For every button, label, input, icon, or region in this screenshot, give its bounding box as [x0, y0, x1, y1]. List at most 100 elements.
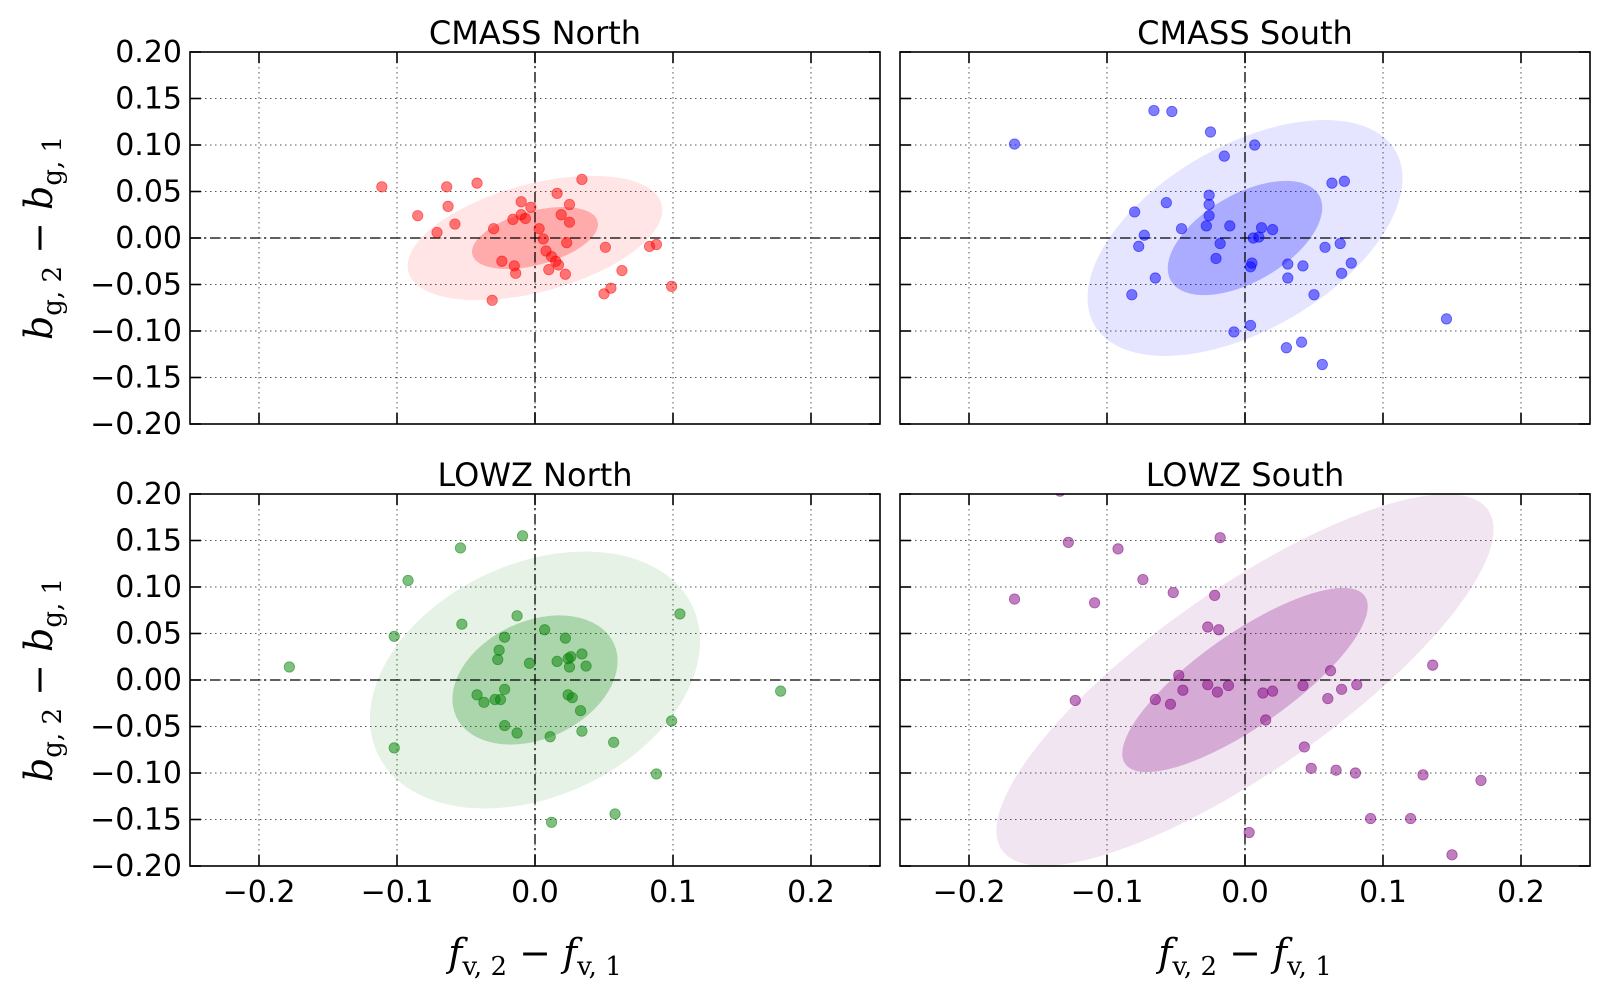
- y-tick-label: 0.00: [115, 221, 182, 256]
- x-tick-label: −0.2: [933, 875, 1006, 910]
- data-point: [1338, 175, 1350, 187]
- data-point: [510, 267, 522, 279]
- y-tick-label: −0.20: [90, 407, 182, 442]
- data-point: [543, 264, 555, 276]
- data-point: [1364, 812, 1377, 825]
- data-point: [1137, 573, 1149, 586]
- plot-content: [900, 52, 1590, 424]
- data-point: [1214, 532, 1226, 544]
- data-point: [1214, 237, 1226, 250]
- data-point: [1326, 177, 1338, 189]
- data-point: [442, 200, 454, 212]
- data-point: [1202, 679, 1214, 691]
- data-point: [511, 610, 523, 622]
- data-point: [608, 736, 620, 748]
- data-point: [1202, 621, 1214, 633]
- data-point: [1427, 659, 1439, 671]
- y-axis-label: bg, 2 − bg, 1: [17, 578, 68, 782]
- data-point: [523, 657, 536, 669]
- y-tick-label: −0.15: [90, 803, 182, 838]
- data-point: [496, 255, 508, 267]
- data-point: [1129, 206, 1141, 218]
- data-point: [1218, 150, 1230, 162]
- data-point: [1260, 714, 1272, 726]
- data-point: [493, 644, 505, 656]
- data-point: [1209, 589, 1221, 601]
- data-point: [551, 187, 563, 199]
- data-point: [499, 683, 511, 695]
- data-point: [1149, 272, 1161, 284]
- data-point: [1243, 826, 1255, 839]
- x-tick-label: −0.2: [223, 875, 296, 910]
- data-point: [616, 264, 628, 277]
- data-point: [1203, 189, 1215, 201]
- x-tick-label: 0.0: [511, 875, 559, 910]
- data-point: [1167, 586, 1179, 599]
- data-point: [551, 655, 563, 668]
- data-point: [559, 632, 571, 644]
- ticks: [190, 51, 880, 425]
- y-tick-label: −0.10: [90, 314, 182, 349]
- data-point: [471, 689, 483, 701]
- ticks: [900, 51, 1590, 425]
- plot-content: [900, 494, 1590, 866]
- data-point: [1200, 220, 1212, 232]
- data-point: [674, 608, 686, 620]
- data-point: [559, 268, 571, 280]
- y-tick-label: 0.05: [115, 175, 182, 210]
- data-point: [580, 660, 592, 672]
- data-point: [1133, 240, 1145, 252]
- data-point: [487, 223, 500, 235]
- y-tick-label: −0.10: [90, 756, 182, 791]
- data-point: [388, 742, 400, 754]
- data-point: [478, 696, 490, 708]
- panel-title: LOWZ South: [1146, 456, 1345, 494]
- data-point: [666, 280, 678, 292]
- data-point: [1295, 336, 1308, 348]
- data-point: [1349, 767, 1362, 779]
- data-point: [1211, 686, 1224, 698]
- data-point: [402, 574, 414, 587]
- data-point: [1246, 257, 1258, 269]
- data-point: [471, 177, 483, 189]
- data-point: [1228, 326, 1240, 338]
- data-point: [1249, 139, 1261, 151]
- data-point: [599, 241, 611, 253]
- panel-lowz-south: LOWZ South −0.2 −0.1 0.0 0.1 0.2 fv, 2 − fv, 1: [899, 456, 1591, 982]
- data-point: [1330, 764, 1342, 776]
- data-point: [499, 719, 511, 732]
- data-point: [499, 631, 511, 643]
- panel-title: LOWZ North: [437, 456, 632, 494]
- y-tick-label: 0.15: [115, 524, 182, 559]
- data-point: [533, 223, 545, 235]
- x-axis-label: fv, 2 − fv, 1: [1155, 931, 1332, 982]
- y-axis-label: bg, 2 − bg, 1: [17, 136, 68, 340]
- y-tick-label: 0.15: [115, 82, 182, 117]
- data-point: [563, 198, 576, 211]
- data-point: [1112, 543, 1124, 555]
- data-point: [1008, 593, 1021, 605]
- data-point: [1446, 849, 1458, 861]
- x-tick-label: 0.2: [787, 875, 835, 910]
- data-point: [544, 731, 556, 743]
- y-tick-label: −0.15: [90, 361, 182, 396]
- data-point: [1297, 260, 1309, 272]
- x-tick-label: 0.2: [1497, 875, 1545, 910]
- data-point: [545, 816, 558, 828]
- data-point: [650, 238, 663, 251]
- data-point: [1255, 222, 1268, 234]
- data-point: [576, 173, 588, 186]
- y-tick-label: −0.05: [90, 710, 182, 745]
- x-tick-label: −0.1: [1071, 875, 1144, 910]
- data-point: [388, 630, 400, 642]
- x-tick-label: 0.1: [649, 875, 697, 910]
- data-point: [537, 233, 549, 245]
- panel-cmass-north: CMASS North 0.20 0.15 0.10 0.05 0.00 −0.05 −0.1…: [17, 14, 881, 442]
- data-point: [1253, 231, 1265, 243]
- data-point: [441, 181, 453, 193]
- data-point: [650, 768, 663, 780]
- data-point: [1336, 683, 1348, 695]
- data-point: [511, 727, 523, 739]
- data-point: [609, 808, 621, 820]
- data-point: [525, 201, 537, 213]
